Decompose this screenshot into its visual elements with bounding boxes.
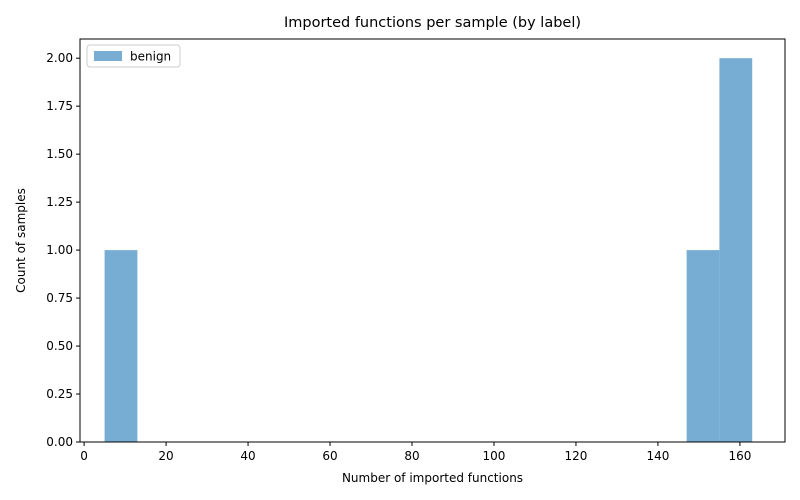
y-tick-label: 0.75 xyxy=(46,291,73,305)
bars-group xyxy=(104,58,753,442)
x-tick-label: 0 xyxy=(80,449,88,463)
legend: benign xyxy=(86,44,181,68)
x-tick-label: 80 xyxy=(404,449,419,463)
legend-label: benign xyxy=(130,50,171,64)
x-tick-label: 20 xyxy=(158,449,173,463)
y-tick-label: 1.50 xyxy=(46,147,73,161)
x-tick-label: 160 xyxy=(728,449,751,463)
legend-box xyxy=(86,44,181,68)
histogram-bar xyxy=(719,58,753,442)
chart-title: Imported functions per sample (by label) xyxy=(284,15,581,31)
plot-frame xyxy=(79,38,786,443)
x-tick-label: 60 xyxy=(322,449,337,463)
legend-swatch xyxy=(94,51,122,61)
y-tick-label: 1.25 xyxy=(46,195,73,209)
x-axis-label: Number of imported functions xyxy=(342,471,523,485)
y-tick-label: 1.00 xyxy=(46,243,73,257)
y-tick-label: 2.00 xyxy=(46,51,73,65)
y-axis-ticks: 0.00 0.25 0.50 0.75 1.00 1.25 1.50 1.75 2.00 xyxy=(46,51,80,449)
y-tick-label: 1.75 xyxy=(46,99,73,113)
x-tick-label: 120 xyxy=(565,449,588,463)
histogram-bar xyxy=(104,250,138,442)
y-axis-label: Count of samples xyxy=(14,188,28,293)
x-axis-ticks: 0 20 40 60 80 100 120 140 160 xyxy=(80,442,751,463)
x-tick-label: 40 xyxy=(240,449,255,463)
x-tick-label: 100 xyxy=(483,449,506,463)
y-tick-label: 0.50 xyxy=(46,339,73,353)
x-tick-label: 140 xyxy=(646,449,669,463)
y-tick-label: 0.00 xyxy=(46,435,73,449)
y-tick-label: 0.25 xyxy=(46,387,73,401)
histogram-bar xyxy=(686,250,720,442)
